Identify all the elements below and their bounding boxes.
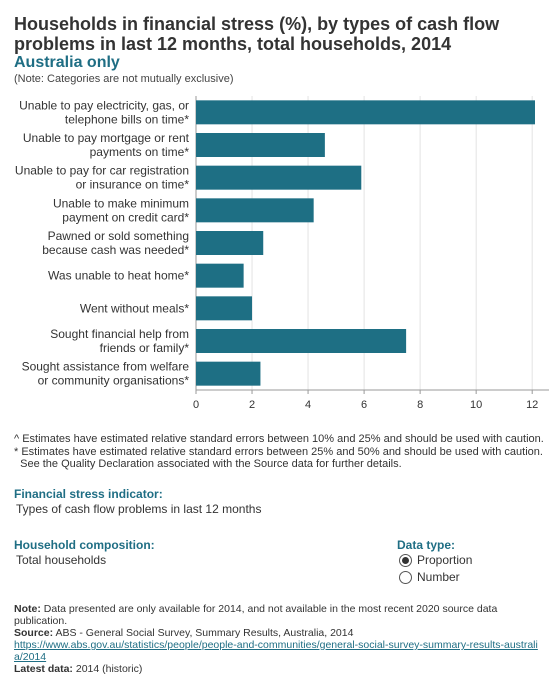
bar[interactable] xyxy=(196,263,244,288)
x-tick-label: 12 xyxy=(526,399,538,411)
latest-text: 2014 (historic) xyxy=(75,663,143,675)
note-label: Note: xyxy=(14,603,41,615)
category-label: Went without meals* xyxy=(80,301,189,315)
bar[interactable] xyxy=(196,198,314,223)
bar[interactable] xyxy=(196,165,362,190)
x-tick-label: 6 xyxy=(361,399,367,411)
radio-proportion[interactable]: Proportion xyxy=(399,553,472,567)
bar[interactable] xyxy=(196,361,261,386)
source-label: Source: xyxy=(14,627,54,639)
note-line: Note: Data presented are only available … xyxy=(14,603,544,627)
category-label: Was unable to heat home* xyxy=(48,269,189,283)
bar[interactable] xyxy=(196,133,325,157)
x-tick-label: 8 xyxy=(417,399,423,411)
note-text: Data presented are only available for 20… xyxy=(14,603,498,627)
category-label: Sought assistance from welfare or communi… xyxy=(22,360,190,388)
category-label: Pawned or sold something because cash was… xyxy=(42,229,189,257)
indicator-label: Financial stress indicator: xyxy=(14,487,163,501)
radio-unselected-icon[interactable] xyxy=(399,570,412,584)
radio-number-label: Number xyxy=(417,570,460,584)
datatype-label: Data type: xyxy=(397,538,456,552)
category-label: Unable to pay for car registration or ins… xyxy=(15,164,189,192)
source-link[interactable]: https://www.abs.gov.au/statistics/people… xyxy=(14,639,538,663)
footnote-asterisk: * Estimates have estimated relative stan… xyxy=(14,445,543,458)
categories-note: (Note: Categories are not mutually exclu… xyxy=(14,73,234,85)
bar[interactable] xyxy=(196,231,264,255)
bar[interactable] xyxy=(196,296,253,321)
radio-proportion-label: Proportion xyxy=(417,553,473,567)
bar[interactable] xyxy=(196,100,535,125)
indicator-value: Types of cash flow problems in last 12 m… xyxy=(16,502,262,516)
category-label: Unable to pay mortgage or rent payments o… xyxy=(23,131,190,159)
category-label: Unable to make minimum payment on credit … xyxy=(53,196,189,224)
category-label: Unable to pay electricity, gas, or teleph… xyxy=(19,98,189,126)
bar[interactable] xyxy=(196,329,407,353)
household-value: Total households xyxy=(16,553,107,567)
x-tick-label: 2 xyxy=(249,399,255,411)
source-notes: Note: Data presented are only available … xyxy=(14,603,544,675)
chart-title: Households in financial stress (%), by t… xyxy=(14,14,500,54)
x-tick-label: 4 xyxy=(305,399,311,411)
household-label: Household composition: xyxy=(14,538,155,552)
bar-chart: 0 2 4 6 8 10 12 Unable to pay electricity, gas,… xyxy=(15,96,549,411)
footnotes: ^ Estimates have estimated relative stan… xyxy=(14,433,544,471)
latest-line: Latest data: 2014 (historic) xyxy=(14,663,544,675)
chart-subtitle: Australia only xyxy=(14,54,120,71)
source-line: Source: ABS - General Social Survey, Sum… xyxy=(14,627,544,639)
radio-number[interactable]: Number xyxy=(399,570,460,584)
category-label: Sought financial help from friends or fam… xyxy=(50,327,189,355)
latest-label: Latest data: xyxy=(14,663,73,675)
x-tick-label: 0 xyxy=(193,399,199,411)
footnote-quality: See the Quality Declaration associated w… xyxy=(14,458,402,470)
x-tick-label: 10 xyxy=(470,399,482,411)
source-text: ABS - General Social Survey, Summary Res… xyxy=(55,627,354,639)
footnote-caret: ^ Estimates have estimated relative stan… xyxy=(14,433,544,445)
radio-selected-icon[interactable] xyxy=(399,553,412,567)
